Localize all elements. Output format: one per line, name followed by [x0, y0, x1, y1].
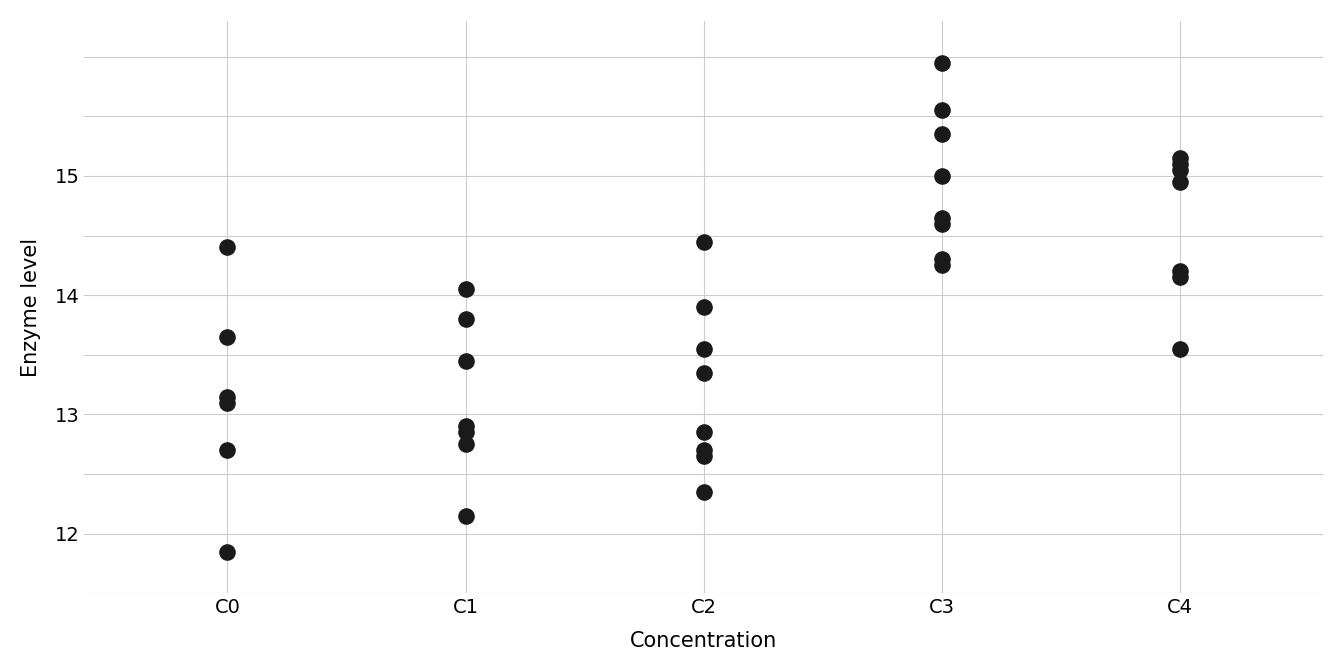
Point: [454, 355, 476, 366]
Point: [1169, 159, 1191, 169]
Point: [454, 427, 476, 437]
Point: [216, 546, 238, 557]
Point: [1169, 343, 1191, 354]
Point: [694, 343, 715, 354]
Point: [931, 218, 953, 229]
Point: [694, 427, 715, 437]
Point: [931, 260, 953, 271]
Point: [216, 391, 238, 402]
Point: [1169, 266, 1191, 277]
Point: [931, 171, 953, 181]
X-axis label: Concentration: Concentration: [630, 631, 777, 651]
Point: [1169, 272, 1191, 283]
Point: [694, 487, 715, 497]
Point: [931, 212, 953, 223]
Point: [1169, 165, 1191, 175]
Point: [1169, 177, 1191, 187]
Point: [216, 242, 238, 253]
Point: [694, 236, 715, 247]
Point: [694, 451, 715, 462]
Point: [694, 445, 715, 456]
Point: [454, 439, 476, 450]
Point: [454, 421, 476, 432]
Point: [454, 314, 476, 325]
Point: [931, 254, 953, 265]
Y-axis label: Enzyme level: Enzyme level: [22, 238, 40, 377]
Point: [931, 57, 953, 68]
Point: [216, 397, 238, 408]
Point: [216, 445, 238, 456]
Point: [694, 368, 715, 378]
Point: [216, 331, 238, 342]
Point: [1169, 153, 1191, 163]
Point: [694, 302, 715, 312]
Point: [454, 511, 476, 521]
Point: [931, 129, 953, 140]
Point: [454, 284, 476, 294]
Point: [931, 105, 953, 116]
